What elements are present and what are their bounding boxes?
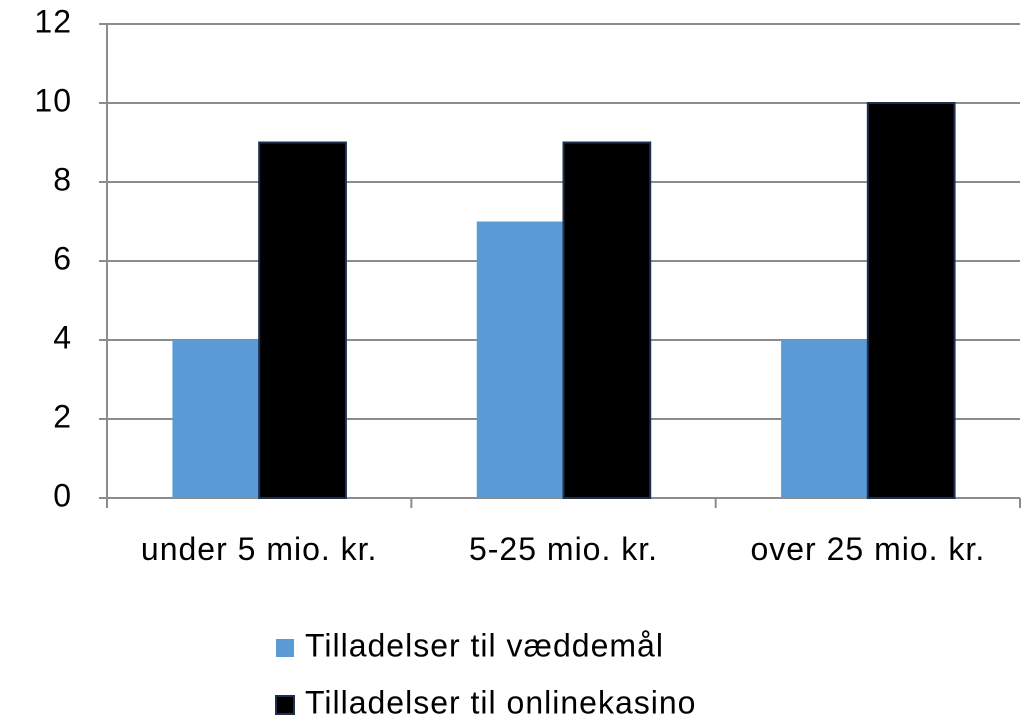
y-tick-label: 2	[53, 398, 72, 434]
y-tick-label: 4	[53, 319, 72, 355]
y-tick-label: 10	[34, 82, 72, 118]
legend-label: Tilladelser til onlinekasino	[305, 684, 696, 720]
bar	[476, 221, 564, 498]
y-tick-label: 12	[34, 3, 72, 39]
y-tick-label: 6	[53, 240, 72, 276]
x-tick-label: 5-25 mio. kr.	[469, 531, 658, 567]
y-tick-label: 0	[53, 477, 72, 513]
x-tick-label: under 5 mio. kr.	[141, 531, 378, 567]
bar	[562, 141, 652, 499]
legend-label: Tilladelser til væddemål	[305, 627, 664, 663]
bar	[781, 340, 868, 498]
x-tick-label: over 25 mio. kr.	[750, 531, 985, 567]
bar	[172, 340, 260, 498]
legend-swatch	[275, 695, 295, 715]
bar	[866, 102, 956, 499]
legend-swatch	[276, 639, 294, 657]
bar	[258, 141, 347, 499]
y-tick-label: 8	[53, 161, 72, 197]
